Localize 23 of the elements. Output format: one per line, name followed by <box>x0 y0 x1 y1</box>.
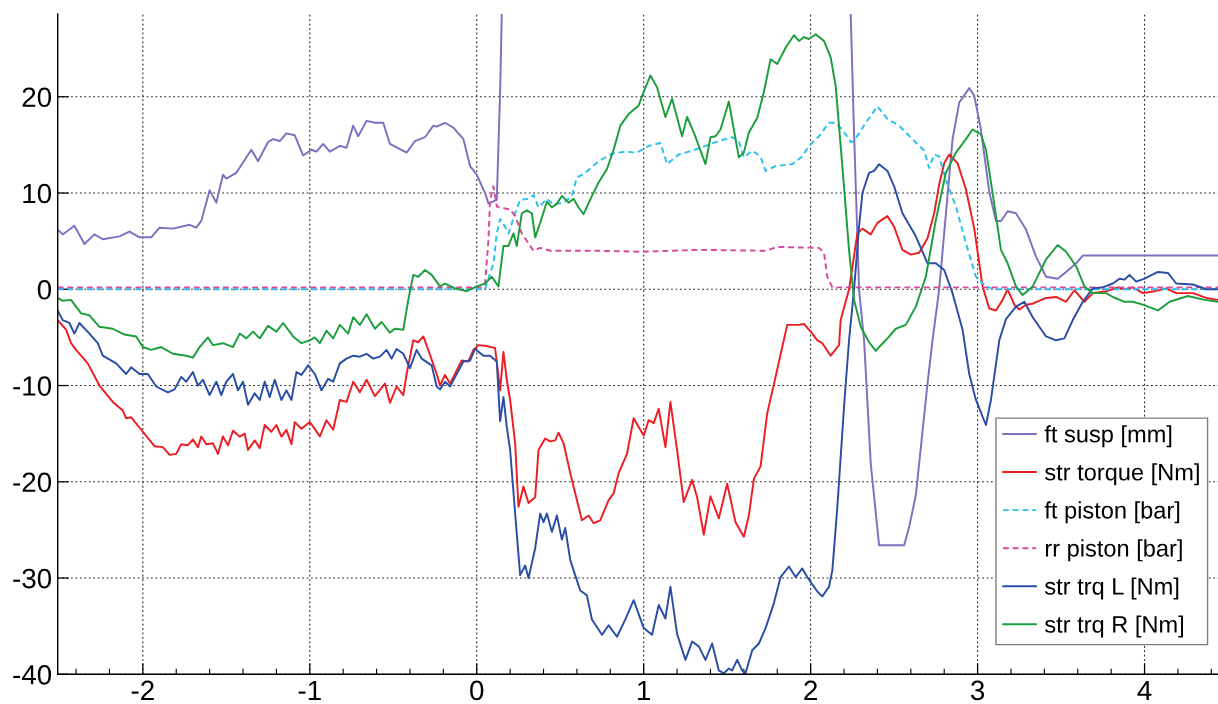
x-tick-label: -2 <box>131 680 154 700</box>
x-tick-label: 1 <box>638 680 651 700</box>
x-tick-label: 3 <box>970 680 985 701</box>
legend-label: rr piston [bar] <box>1045 539 1182 562</box>
legend-label: str torque [Nm] <box>1045 463 1199 486</box>
x-tick-label: 0 <box>470 680 484 701</box>
x-tick-label: 2 <box>804 680 817 700</box>
legend-label: str trq R [Nm] <box>1045 615 1184 638</box>
y-tick-label: 20 <box>22 87 52 108</box>
y-tick-label: -30 <box>13 568 52 589</box>
x-tick-label: -1 <box>298 680 321 700</box>
x-tick-label: 4 <box>1137 680 1152 700</box>
y-tick-label: -40 <box>13 664 52 685</box>
line-series <box>57 185 1218 289</box>
y-tick-label: 10 <box>23 183 52 204</box>
legend-label: ft piston [bar] <box>1044 501 1180 524</box>
legend-label: ft susp [mm] <box>1044 425 1172 448</box>
y-tick-label: -20 <box>13 472 52 493</box>
legend-label: str trq L [Nm] <box>1045 577 1179 600</box>
y-tick-label: 0 <box>37 279 52 300</box>
line-series <box>57 33 1218 359</box>
y-tick-label: -10 <box>13 376 52 396</box>
line-series <box>57 153 1218 538</box>
